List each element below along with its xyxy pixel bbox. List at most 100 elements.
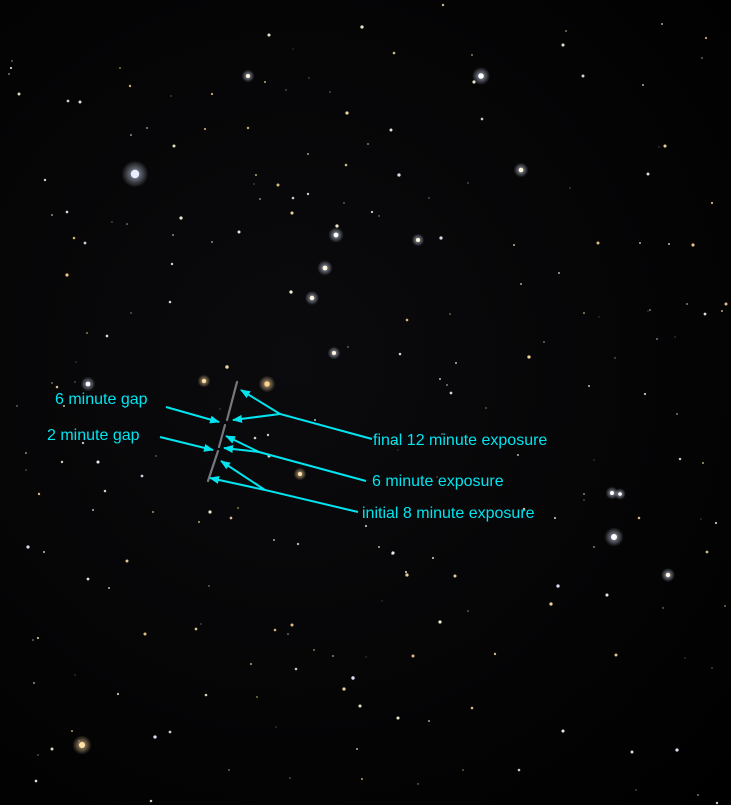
faint-star [74,674,76,676]
faint-star [86,397,88,399]
bright-star [610,491,614,495]
faint-star [703,312,707,316]
faint-star [643,392,647,396]
faint-star [360,777,364,781]
faint-star [267,33,271,37]
arrow-initial-exposure-a [220,460,359,513]
faint-star [153,735,157,739]
faint-star [36,636,40,640]
faint-star [74,381,76,383]
faint-star [656,338,658,340]
arrow-6-minute-gap [165,406,220,424]
faint-star [405,573,409,577]
faint-star [593,546,595,548]
faint-star [378,546,380,548]
faint-star [96,460,100,464]
faint-star [255,174,257,176]
faint-star [381,600,383,602]
faint-star [449,391,453,395]
faint-star [453,574,457,578]
faint-star [470,706,474,710]
faint-star [287,633,289,635]
faint-star [569,187,571,189]
faint-star [130,312,132,314]
faint-star [686,303,688,305]
faint-star [285,89,287,91]
faint-star [705,550,709,554]
faint-star [332,655,334,657]
faint-star [290,623,294,627]
bright-star [332,351,336,355]
faint-star [367,143,369,145]
faint-star [198,521,200,523]
faint-star [527,355,531,359]
label-6-minute-gap: 6 minute gap [55,391,148,408]
faint-star [16,405,18,407]
faint-star [647,310,649,312]
faint-star [34,779,38,783]
faint-star [25,469,27,471]
faint-star [397,173,401,177]
faint-star [394,442,396,444]
faint-star [66,99,70,103]
bright-star [618,492,622,496]
faint-star [485,407,487,409]
faint-star [291,196,295,200]
faint-star [630,750,634,754]
faint-star [646,172,650,176]
faint-star [256,696,258,698]
faint-star [237,230,241,234]
faint-star [642,84,644,86]
faint-star [358,704,362,708]
faint-star [637,516,641,520]
label-final-12-minute-exposure: final 12 minute exposure [373,432,548,449]
faint-star [588,385,590,387]
faint-star [710,201,714,205]
object-streak [206,380,239,483]
faint-star [124,406,126,408]
faint-star [170,262,174,266]
faint-star [342,687,346,691]
faint-star [72,236,76,240]
faint-star [210,92,214,96]
bright-star [309,295,315,301]
faint-star [225,365,229,369]
faint-star [598,316,600,318]
faint-star [517,768,521,772]
faint-star [172,234,174,236]
faint-star [200,623,202,625]
faint-star [364,524,368,528]
faint-star [246,126,250,130]
faint-star [520,283,522,285]
faint-star [614,357,616,359]
faint-star [467,610,469,612]
faint-star [33,682,35,684]
faint-star [441,3,445,7]
bright-star [416,238,420,242]
faint-star [661,23,663,25]
faint-star [253,436,257,440]
faint-star [170,95,172,97]
streak-final-exposure [225,380,239,422]
faint-star [105,334,109,338]
faint-star [42,550,46,554]
faint-star [593,459,595,461]
faint-star [553,516,557,520]
faint-star [605,593,609,597]
faint-star [549,602,553,606]
faint-star [345,111,349,115]
faint-star [596,241,600,245]
faint-star [119,67,121,69]
faint-star [289,777,291,779]
faint-star [556,584,560,588]
faint-star [635,789,637,791]
faint-star [313,418,317,422]
faint-star [581,74,585,78]
faint-star [83,241,87,245]
faint-star [130,134,132,136]
faint-star [11,60,13,62]
bright-star [518,167,524,173]
faint-star [306,192,310,196]
faint-star [663,144,667,148]
